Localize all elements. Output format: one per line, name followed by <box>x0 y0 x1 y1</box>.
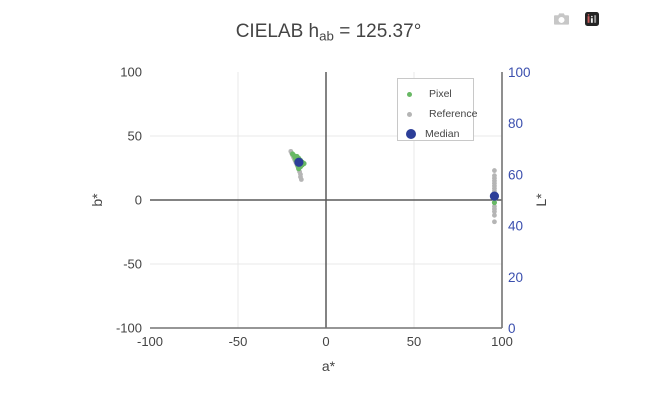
legend-item-pixel[interactable]: Pixel <box>398 85 473 103</box>
x-tick-label: 50 <box>407 334 421 349</box>
plotly-logo-icon[interactable] <box>585 12 599 26</box>
legend-label-pixel: Pixel <box>429 88 452 100</box>
data-point-reference-l- <box>492 209 497 214</box>
data-point-reference-l- <box>492 168 497 173</box>
modebar <box>554 12 599 26</box>
y-right-tick-label: 60 <box>508 167 523 182</box>
data-point-reference-l- <box>492 212 497 218</box>
x-axis-title: a* <box>321 358 336 374</box>
y-left-tick-label: 100 <box>120 65 142 80</box>
chart-title: CIELAB hab = 125.37° <box>0 21 657 44</box>
x-tick-label: 100 <box>491 334 513 349</box>
y-right-tick-label: 20 <box>508 270 523 285</box>
legend-label-median: Median <box>425 128 460 140</box>
y-axis-left-title: b* <box>89 193 105 207</box>
chart-title-suffix: = 125.37° <box>333 21 422 42</box>
y-right-tick-label: 0 <box>508 321 516 336</box>
chart-title-subscript: ab <box>319 28 334 44</box>
data-point-median-l- <box>489 191 500 201</box>
x-tick-label: -50 <box>229 334 248 349</box>
y-right-tick-label: 40 <box>508 219 523 234</box>
legend-item-reference[interactable]: Reference <box>398 105 477 123</box>
legend-marker-reference-icon <box>407 111 412 117</box>
legend-label-reference: Reference <box>429 108 478 120</box>
x-tick-label: 0 <box>322 334 329 349</box>
y-left-tick-label: -100 <box>116 321 142 336</box>
chart-title-prefix: CIELAB h <box>235 21 320 42</box>
legend-marker-pixel-icon <box>407 91 412 97</box>
data-point-reference-l- <box>492 219 497 225</box>
legend-marker-median-icon <box>406 129 416 139</box>
y-left-tick-label: 0 <box>135 193 142 208</box>
y-left-tick-label: -50 <box>123 257 142 272</box>
y-axis-right-title: L* <box>533 193 549 207</box>
y-right-tick-label: 80 <box>508 116 523 131</box>
y-right-tick-label: 100 <box>508 65 531 80</box>
camera-icon[interactable] <box>554 13 569 25</box>
y-left-tick-label: 50 <box>128 129 142 144</box>
data-point-reference <box>298 177 304 182</box>
x-tick-label: -100 <box>137 334 163 349</box>
data-point-median <box>294 157 304 167</box>
legend: Pixel Reference Median <box>397 78 477 143</box>
legend-item-median[interactable]: Median <box>398 125 473 143</box>
data-point-pixel-l- <box>491 199 498 206</box>
